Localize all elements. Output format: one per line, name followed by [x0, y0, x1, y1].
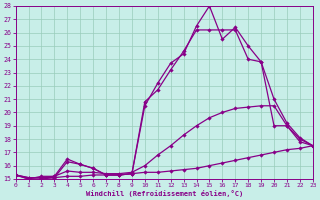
X-axis label: Windchill (Refroidissement éolien,°C): Windchill (Refroidissement éolien,°C) — [85, 190, 243, 197]
